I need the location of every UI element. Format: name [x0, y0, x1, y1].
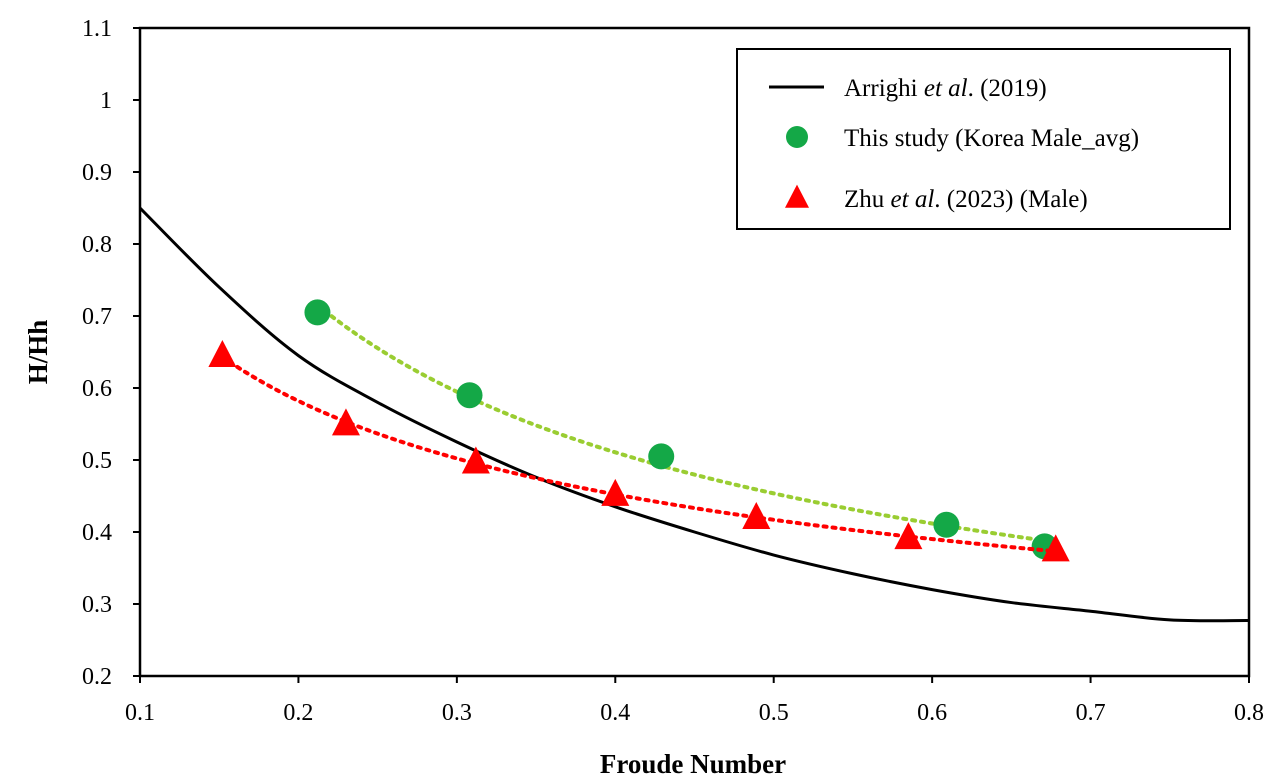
y-tick-label: 0.6	[82, 376, 112, 402]
y-tick-label: 0.8	[82, 232, 112, 258]
y-tick-label: 0.5	[82, 448, 112, 474]
data-point-triangle	[461, 446, 490, 474]
y-tick-label: 1	[100, 88, 112, 114]
x-tick-label: 0.2	[283, 700, 313, 726]
data-point-circle	[933, 511, 960, 538]
y-tick-label: 0.3	[82, 592, 112, 618]
x-tick-label: 0.5	[759, 700, 789, 726]
axes: 0.1 0.2 0.3 0.4 0.5 0.6 0.7 0.8 0.2 0.3 0.4 0.5 0.6 0…	[82, 16, 1264, 726]
data-point-triangle	[1041, 534, 1070, 562]
legend-label: Zhu et al. (2023) (Male)	[844, 186, 1088, 213]
legend-label: Arrighi et al. (2019)	[844, 75, 1047, 102]
legend-circle-swatch	[786, 126, 808, 148]
data-point-triangle	[331, 408, 360, 436]
series-line-arrighi	[140, 206, 1249, 623]
y-tick-label: 0.7	[82, 304, 112, 330]
y-tick-label: 0.9	[82, 160, 112, 186]
x-tick-label: 0.3	[442, 700, 472, 726]
y-tick-label: 0.2	[82, 664, 112, 690]
x-axis-title: Froude Number	[600, 749, 786, 779]
legend-label: This study (Korea Male_avg)	[844, 125, 1139, 152]
x-tick-label: 0.7	[1076, 700, 1106, 726]
y-tick-label: 0.4	[82, 520, 112, 546]
data-point-circle	[304, 299, 331, 326]
y-tick-label: 1.1	[82, 16, 112, 42]
data-point-circle	[648, 443, 675, 470]
legend: Arrighi et al. (2019) This study (Korea M…	[736, 48, 1231, 230]
data-point-triangle	[208, 339, 237, 367]
plot-frame	[138, 26, 1251, 678]
plot-area	[140, 206, 1249, 623]
x-tick-label: 0.4	[600, 700, 630, 726]
y-axis-title: H/Hh	[23, 320, 53, 385]
data-point-circle	[456, 382, 483, 409]
x-tick-label: 0.1	[125, 700, 155, 726]
legend-box	[736, 48, 1231, 230]
data-point-triangle	[894, 522, 923, 550]
x-tick-label: 0.6	[917, 700, 947, 726]
data-point-triangle	[742, 501, 771, 529]
data-point-triangle	[601, 478, 630, 506]
trendline-this-study	[315, 303, 1047, 543]
x-tick-label: 0.8	[1234, 700, 1264, 726]
legend-triangle-swatch	[785, 184, 809, 208]
